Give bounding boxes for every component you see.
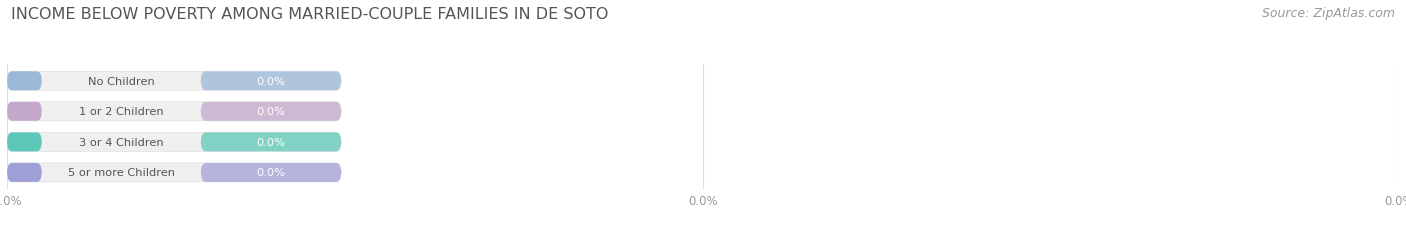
Text: 1 or 2 Children: 1 or 2 Children: [79, 107, 163, 117]
FancyBboxPatch shape: [7, 163, 42, 182]
FancyBboxPatch shape: [7, 133, 42, 152]
FancyBboxPatch shape: [201, 72, 342, 91]
Text: Source: ZipAtlas.com: Source: ZipAtlas.com: [1261, 7, 1395, 20]
FancyBboxPatch shape: [7, 102, 42, 121]
Text: 0.0%: 0.0%: [256, 76, 285, 86]
FancyBboxPatch shape: [7, 133, 342, 152]
FancyBboxPatch shape: [201, 163, 342, 182]
Text: 3 or 4 Children: 3 or 4 Children: [79, 137, 163, 147]
FancyBboxPatch shape: [201, 102, 342, 121]
Text: 0.0%: 0.0%: [256, 137, 285, 147]
FancyBboxPatch shape: [7, 72, 42, 91]
Text: 0.0%: 0.0%: [256, 107, 285, 117]
Text: INCOME BELOW POVERTY AMONG MARRIED-COUPLE FAMILIES IN DE SOTO: INCOME BELOW POVERTY AMONG MARRIED-COUPL…: [11, 7, 609, 22]
FancyBboxPatch shape: [7, 163, 342, 182]
Text: No Children: No Children: [89, 76, 155, 86]
FancyBboxPatch shape: [201, 133, 342, 152]
FancyBboxPatch shape: [7, 102, 342, 121]
FancyBboxPatch shape: [7, 72, 342, 91]
Text: 5 or more Children: 5 or more Children: [67, 168, 174, 178]
Text: 0.0%: 0.0%: [256, 168, 285, 178]
